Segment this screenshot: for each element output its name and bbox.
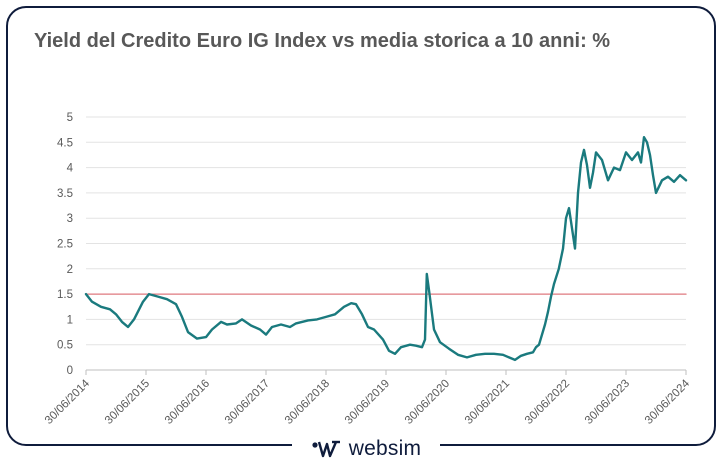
x-tick-label: 30/06/2020 [403, 378, 452, 427]
websim-logo-icon [311, 439, 343, 459]
y-tick-label: 1.5 [57, 289, 73, 301]
x-tick-label: 30/06/2016 [163, 378, 212, 427]
x-tick-label: 30/06/2017 [223, 378, 272, 427]
x-axis-tick-marks [85, 370, 687, 375]
y-tick-label: 2 [67, 264, 73, 276]
x-tick-label: 30/06/2023 [583, 378, 632, 427]
series-line-yield [84, 135, 688, 362]
y-tick-label: 3.5 [57, 188, 73, 200]
y-tick-label: 0.5 [57, 340, 73, 352]
x-tick-label: 30/06/2021 [463, 378, 512, 427]
y-tick-label: 3 [67, 213, 73, 225]
chart-title: Yield del Credito Euro IG Index vs media… [34, 30, 611, 52]
y-tick-label: 4 [67, 163, 74, 175]
websim-logo: websim [292, 436, 440, 462]
y-tick-label: 2.5 [57, 239, 73, 251]
y-axis-tick-labels: 0 0.5 1 1.5 2 2.5 3 3.5 4 4.5 5 [57, 112, 74, 377]
x-tick-label: 30/06/2024 [643, 377, 693, 427]
x-tick-label: 30/06/2022 [523, 378, 572, 427]
series-lines [84, 135, 688, 362]
x-tick-label: 30/06/2014 [43, 377, 93, 427]
y-tick-label: 0 [67, 365, 73, 377]
chart-frame [6, 6, 716, 446]
x-tick-label: 30/06/2019 [343, 378, 392, 427]
x-axis-tick-labels: 30/06/2014 30/06/2015 30/06/2016 30/06/2017… [43, 377, 693, 427]
y-tick-label: 5 [67, 112, 73, 124]
y-tick-label: 4.5 [57, 137, 73, 149]
x-tick-label: 30/06/2018 [283, 378, 332, 427]
websim-logo-text: websim [348, 437, 422, 460]
x-tick-label: 30/06/2015 [103, 378, 152, 427]
y-tick-label: 1 [67, 314, 73, 326]
